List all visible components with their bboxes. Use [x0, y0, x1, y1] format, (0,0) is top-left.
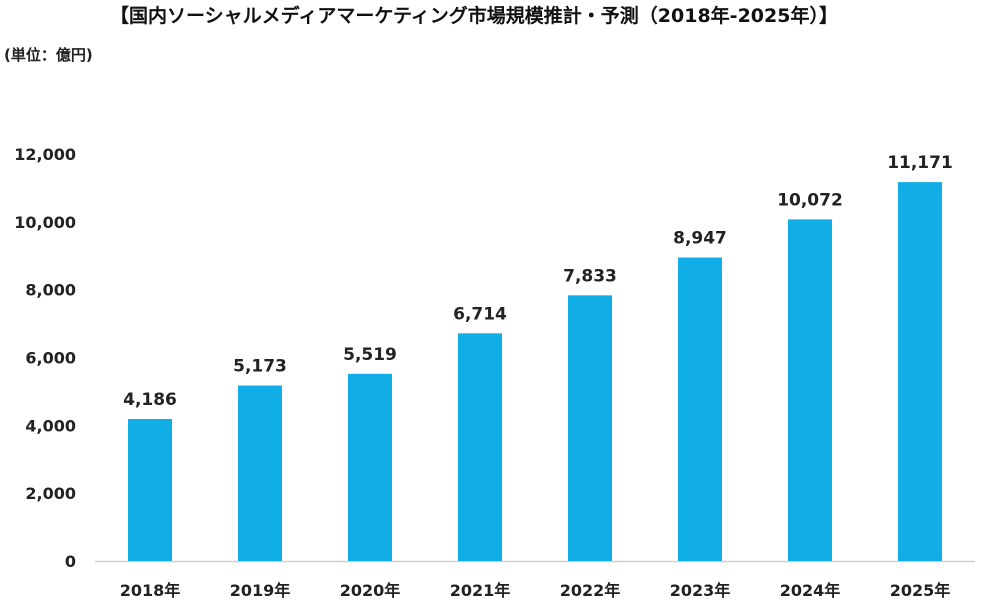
x-tick-label: 2021年 [450, 581, 511, 600]
data-label: 5,173 [233, 357, 287, 377]
data-label: 10,072 [777, 190, 843, 210]
y-tick-label: 0 [65, 552, 76, 571]
x-tick-label: 2019年 [230, 581, 291, 600]
y-tick-label: 8,000 [25, 281, 76, 300]
x-axis: 2018年 2019年 2020年 2021年 2022年 2023年 2024年 2025年 [120, 581, 951, 600]
bar-7 [898, 182, 942, 561]
x-tick-label: 2022年 [560, 581, 621, 600]
chart-title: 【国内ソーシャルメディアマーケティング市場規模推計・予測（2018年-2025年… [110, 4, 838, 27]
x-tick-label: 2020年 [340, 581, 401, 600]
data-label: 7,833 [563, 266, 617, 286]
y-tick-label: 12,000 [14, 145, 76, 164]
x-tick-label: 2018年 [120, 581, 181, 600]
x-tick-label: 2023年 [670, 581, 731, 600]
bars [128, 182, 942, 561]
data-label: 5,519 [343, 345, 397, 365]
bar-6 [788, 219, 832, 561]
x-tick-label: 2024年 [780, 581, 841, 600]
y-tick-label: 10,000 [14, 213, 76, 232]
bar-4 [568, 295, 612, 561]
bar-3 [458, 333, 502, 561]
bar-2 [348, 373, 392, 561]
data-label: 11,171 [887, 153, 953, 173]
y-tick-label: 4,000 [25, 416, 76, 435]
bar-0 [128, 419, 172, 561]
bar-1 [238, 385, 282, 561]
data-labels: 4,186 5,173 5,519 6,714 7,833 8,947 10,072 11,1… [123, 153, 953, 410]
data-label: 4,186 [123, 390, 177, 410]
y-tick-label: 6,000 [25, 349, 76, 368]
y-axis: 0 2,000 4,000 6,000 8,000 10,000 12,000 [14, 145, 76, 571]
bar-5 [678, 257, 722, 561]
data-label: 6,714 [453, 304, 507, 324]
unit-label: (単位：億円) [4, 46, 93, 64]
data-label: 8,947 [673, 229, 727, 249]
y-tick-label: 2,000 [25, 484, 76, 503]
x-tick-label: 2025年 [890, 581, 951, 600]
